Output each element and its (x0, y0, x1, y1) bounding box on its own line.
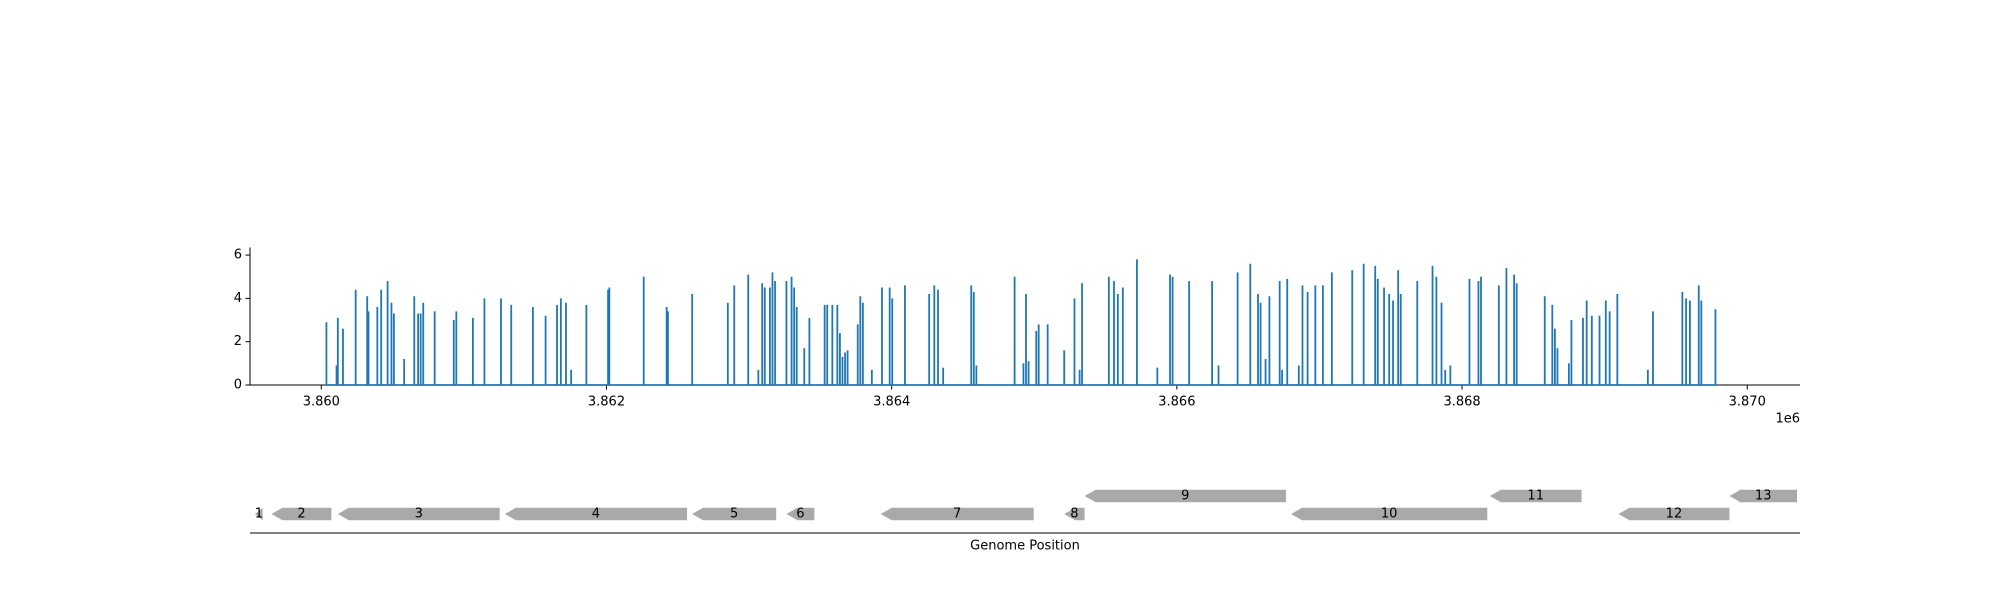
gene-arrow (1489, 489, 1582, 503)
x-tick-label: 3.870 (1729, 395, 1766, 410)
y-tick-label: 2 (234, 334, 242, 349)
gene-arrow (271, 507, 332, 521)
x-tick-label: 3.866 (1158, 395, 1195, 410)
x-tick-label: 3.862 (588, 395, 625, 410)
gene-label: 13 (1755, 489, 1772, 504)
gene-label: 9 (1181, 489, 1189, 504)
y-tick-label: 6 (234, 248, 242, 263)
gene-arrow (254, 507, 263, 521)
gene-arrow (1291, 507, 1488, 521)
gene-arrow (504, 507, 688, 521)
gene-arrow (1729, 489, 1798, 503)
gene-arrow (692, 507, 777, 521)
x-tick-label: 3.868 (1443, 395, 1480, 410)
gene-arrow (337, 507, 500, 521)
gene-label: 6 (796, 507, 804, 522)
gene-arrow (786, 507, 815, 521)
gene-label: 1 (255, 507, 263, 522)
gene-label: 5 (730, 507, 738, 522)
gene-track-xlabel: Genome Position (970, 539, 1080, 554)
y-tick-label: 0 (234, 378, 242, 393)
gene-label: 11 (1527, 489, 1544, 504)
gene-label: 3 (415, 507, 423, 522)
gene-label: 4 (592, 507, 600, 522)
gene-label: 7 (953, 507, 961, 522)
x-tick-label: 3.864 (873, 395, 910, 410)
x-tick-label: 3.860 (303, 395, 340, 410)
gene-arrow (880, 507, 1034, 521)
y-tick-label: 4 (234, 291, 242, 306)
gene-label: 8 (1070, 507, 1078, 522)
gene-label: 10 (1381, 507, 1398, 522)
gene-arrow (1618, 507, 1730, 521)
x-offset-label: 1e6 (1775, 412, 1800, 427)
gene-arrow (1064, 507, 1085, 521)
gene-label: 12 (1666, 507, 1683, 522)
gene-arrow (1084, 489, 1286, 503)
gene-label: 2 (297, 507, 305, 522)
